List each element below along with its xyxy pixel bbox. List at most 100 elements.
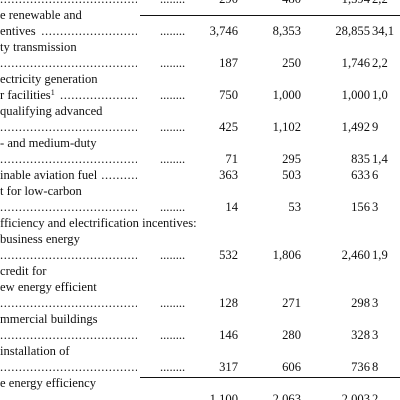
dot-leader: ........................................… (0, 360, 137, 374)
row-label: inable aviation fuel (0, 168, 102, 183)
value-cell-year-1: 363 (219, 168, 238, 182)
table-row: ty transmission (0, 40, 400, 55)
row-label: e energy efficiency (0, 376, 101, 391)
dot-leader: ........................................… (0, 0, 137, 7)
table-row: credit for (0, 264, 400, 279)
value-cell-year-2: 1,102 (272, 120, 301, 134)
value-cell-year-2: 2 063 (272, 392, 301, 400)
column-dots: ........ (160, 328, 186, 342)
table-row: e energy efficiency (0, 376, 400, 391)
table-row: business energy (0, 232, 400, 247)
row-label: installation of (0, 344, 74, 359)
row-label: - and medium-duty (0, 136, 101, 151)
footnote-marker: 1 (50, 88, 55, 97)
value-cell-year-4: 1,9 (372, 248, 388, 262)
column-dots: ........ (160, 392, 186, 400)
column-dots: ........ (160, 24, 186, 38)
row-label: fficiency and electrification incentives… (0, 216, 201, 231)
value-cell-year-1: 14 (225, 200, 238, 214)
table-row: e renewable and (0, 8, 400, 23)
value-cell-year-1: 317 (219, 360, 238, 374)
value-cell-year-4: 1,4 (372, 152, 388, 166)
value-cell-year-1: 750 (219, 88, 238, 102)
table-row: ew energy efficient (0, 280, 400, 295)
table-row: fficiency and electrification incentives… (0, 216, 400, 231)
value-cell-year-3: 298 (351, 296, 370, 310)
value-cell-year-2: 53 (288, 200, 301, 214)
value-cell-year-4: 2 (372, 392, 379, 400)
value-cell-year-1: 146 (219, 328, 238, 342)
value-cell-year-1: 425 (219, 120, 238, 134)
table-row: ........................................… (0, 152, 400, 167)
table-row: mmercial buildings (0, 312, 400, 327)
value-cell-year-3: 835 (351, 152, 370, 166)
value-cell-year-3: 633 (351, 168, 370, 182)
value-cell-year-4: 2,2 (372, 56, 388, 70)
row-label: r facilities1 (0, 88, 59, 103)
value-cell-year-3: 2 003 (341, 392, 370, 400)
table-row: ........................................… (0, 200, 400, 215)
value-cell-year-3: 328 (351, 328, 370, 342)
row-label: entives (0, 24, 40, 39)
table-row: - and medium-duty (0, 136, 400, 151)
value-cell-year-3: 1,000 (341, 88, 370, 102)
subtotal-rule (140, 377, 400, 378)
value-cell-year-3: 1,594 (342, 0, 370, 7)
row-label: qualifying advanced (0, 104, 107, 119)
value-cell-year-1: 3,746 (209, 24, 238, 38)
column-dots: ........ (160, 0, 185, 7)
dot-leader: ........................................… (0, 248, 137, 262)
table-row: ........................................… (0, 248, 400, 263)
row-label: business energy (0, 232, 84, 247)
table-row: ........................................… (0, 296, 400, 311)
table-row: t for low-carbon (0, 184, 400, 199)
table-row: qualifying advanced (0, 104, 400, 119)
value-cell-year-4: 34,1 (372, 24, 395, 38)
value-cell-year-4: 1,0 (372, 88, 388, 102)
table-row: ........................................… (0, 56, 400, 71)
value-cell-year-1: 71 (225, 152, 238, 166)
row-label: mmercial buildings (0, 312, 102, 327)
dot-leader: ........................................… (0, 296, 137, 310)
value-cell-year-2: 295 (282, 152, 301, 166)
dot-leader: ........................................… (0, 200, 137, 214)
column-dots: ........ (160, 120, 186, 134)
row-label: ty transmission (0, 40, 81, 55)
value-cell-year-1: 128 (219, 296, 238, 310)
subtotal-rule (140, 15, 400, 16)
table-row: ........................................… (0, 120, 400, 135)
table-row: installation of (0, 344, 400, 359)
value-cell-year-4: 3 (372, 296, 379, 310)
table-row: ectricity generation (0, 72, 400, 87)
value-cell-year-2: 8,353 (272, 24, 301, 38)
value-cell-year-4: 9 (372, 120, 379, 134)
column-dots: ........ (160, 88, 186, 102)
value-cell-year-1: 290 (219, 0, 238, 7)
column-dots: ........ (160, 296, 186, 310)
column-dots: ........ (160, 360, 186, 374)
value-cell-year-2: 480 (282, 0, 301, 7)
value-cell-year-4: 2,2 (372, 0, 388, 7)
column-dots: ........ (160, 152, 186, 166)
value-cell-year-3: 736 (351, 360, 370, 374)
value-cell-year-3: 156 (351, 200, 370, 214)
value-cell-year-1: 1 100 (209, 392, 238, 400)
dot-leader: ........................................… (0, 328, 137, 342)
value-cell-year-2: 606 (282, 360, 301, 374)
value-cell-year-3: 1,746 (341, 56, 370, 70)
column-dots: ........ (160, 56, 186, 70)
value-cell-year-3: 1,492 (341, 120, 370, 134)
value-cell-year-4: 3 (372, 200, 379, 214)
row-label: e renewable and (0, 8, 86, 23)
value-cell-year-2: 1,806 (272, 248, 301, 262)
table-row: ........................................… (0, 0, 400, 7)
table-row: ........................................… (0, 168, 400, 183)
value-cell-year-2: 1,000 (272, 88, 301, 102)
dot-leader: ........................................… (0, 56, 137, 70)
value-cell-year-3: 28,855 (335, 24, 370, 38)
row-label: t for low-carbon (0, 184, 86, 199)
value-cell-year-1: 187 (219, 56, 238, 70)
column-dots: ........ (160, 200, 186, 214)
value-cell-year-2: 503 (282, 168, 301, 182)
value-cell-year-2: 250 (282, 56, 301, 70)
